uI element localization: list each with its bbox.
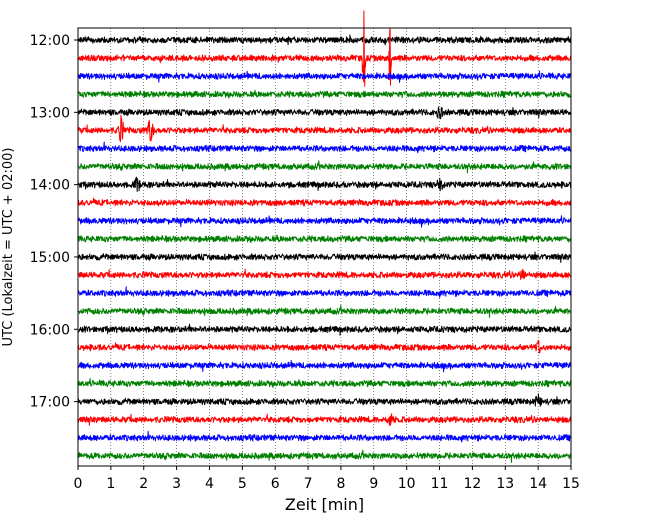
y-tick-label: 13:00: [30, 105, 70, 121]
y-axis: 12:00 13:00 14:00 15:00 16:00 17:00: [30, 33, 78, 411]
seismic-trace: [77, 360, 572, 373]
x-tick-label: 4: [205, 476, 214, 492]
seismic-trace: [77, 34, 572, 46]
seismic-trace: [77, 89, 572, 99]
seismic-trace: [77, 323, 572, 336]
x-tick-label: 2: [139, 476, 148, 492]
x-tick-label: 3: [172, 476, 181, 492]
x-axis: 0 1 2 3 4 5 6 7 8 9 10 11 12 13 14 15: [74, 466, 580, 492]
x-tick-label: 14: [529, 476, 547, 492]
plot-area: [78, 28, 571, 466]
seismic-trace: [77, 413, 572, 426]
seismic-trace: [77, 234, 572, 244]
x-tick-label: 5: [238, 476, 247, 492]
seismic-trace: [77, 377, 572, 388]
x-tick-label: 6: [271, 476, 280, 492]
seismic-trace: [77, 70, 572, 83]
seismic-trace: [77, 114, 572, 142]
seismic-trace: [77, 393, 572, 407]
y-tick-label: 12:00: [30, 33, 70, 49]
plot-frame: [77, 27, 572, 467]
seismic-trace: [77, 286, 572, 298]
x-tick-label: 12: [463, 476, 481, 492]
seismic-trace: [77, 141, 572, 154]
x-tick-label: 1: [106, 476, 115, 492]
seismic-trace: [77, 215, 572, 228]
x-tick-label: 9: [369, 476, 378, 492]
seismic-trace: [77, 251, 572, 263]
seismic-trace: [77, 449, 572, 463]
seismic-trace: [77, 430, 572, 443]
x-tick-label: 8: [336, 476, 345, 492]
x-tick-label: 10: [398, 476, 416, 492]
y-axis-title: UTC (Lokalzeit = UTC + 02:00): [1, 148, 16, 347]
seismic-trace: [77, 160, 572, 174]
seismic-trace: [77, 197, 572, 207]
y-tick-label: 17:00: [30, 395, 70, 411]
y-tick-label: 15:00: [30, 250, 70, 266]
seismic-trace: [77, 106, 572, 120]
x-tick-label: 0: [74, 476, 83, 492]
seismic-trace: [77, 10, 572, 87]
y-tick-label: 16:00: [30, 322, 70, 338]
seismic-trace: [77, 176, 572, 192]
trace-group: [77, 10, 572, 463]
seismic-trace: [77, 305, 572, 318]
seismic-trace: [77, 339, 572, 354]
x-axis-title: Zeit [min]: [285, 495, 364, 514]
y-tick-label: 14:00: [30, 178, 70, 194]
x-tick-label: 13: [496, 476, 514, 492]
x-tick-label: 7: [304, 476, 313, 492]
x-tick-label: 11: [431, 476, 449, 492]
seismic-trace: [77, 268, 572, 280]
x-tick-label: 15: [562, 476, 580, 492]
